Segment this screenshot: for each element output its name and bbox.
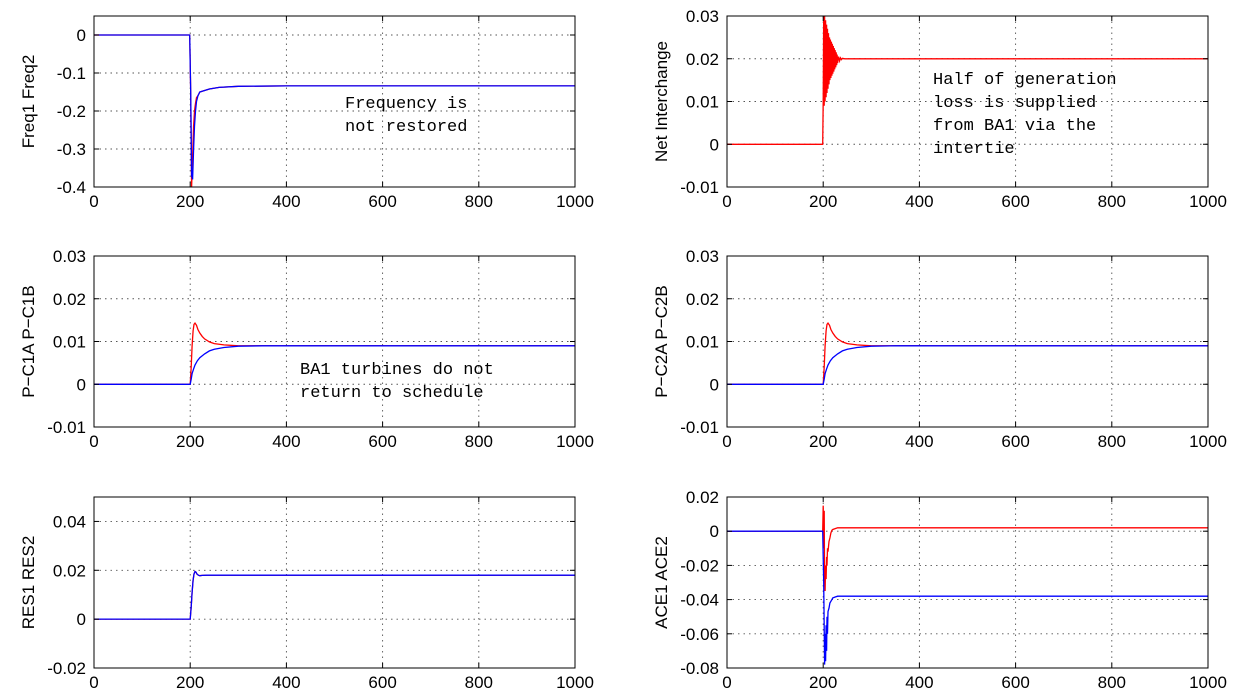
x-tick-label: 400 [905,432,933,451]
x-tick-label: 1000 [1189,673,1227,692]
y-tick-label: -0.01 [680,418,719,437]
series-line-2 [94,570,575,620]
x-tick-label: 200 [176,432,204,451]
y-tick-label: 0.03 [53,247,86,266]
x-tick-label: 200 [809,192,837,211]
series-line-2 [94,34,575,180]
x-tick-label: 0 [89,192,98,211]
x-tick-label: 600 [368,673,396,692]
x-tick-label: 800 [1098,192,1126,211]
x-tick-label: 0 [722,432,731,451]
x-tick-label: 0 [89,673,98,692]
y-tick-label: -0.01 [680,178,719,197]
y-tick-label: -0.08 [680,659,719,678]
axes-frame [93,496,576,669]
x-tick-label: 200 [176,192,204,211]
x-tick-label: 1000 [1189,192,1227,211]
x-tick-label: 800 [1098,673,1126,692]
x-tick-label: 400 [905,673,933,692]
x-tick-label: 400 [272,432,300,451]
x-tick-label: 400 [272,673,300,692]
x-tick-label: 0 [722,192,731,211]
series-line-1 [727,321,1208,385]
annotation-line: intertie [933,140,1015,159]
y-tick-label: -0.2 [57,102,86,121]
subplot-3: 0 200 400 600 800 1000-0.0100.010.020.03P−C1A… [19,247,594,451]
y-axis-label: P−C1A P−C1B [19,285,38,397]
x-tick-label: 600 [368,432,396,451]
y-tick-label: 0 [77,26,86,45]
y-tick-label: 0.02 [686,290,719,309]
annotation-line: from BA1 via the [933,117,1096,136]
y-tick-label: 0.01 [686,93,719,112]
x-tick-label: 800 [465,192,493,211]
x-tick-label: 1000 [556,432,594,451]
y-tick-label: -0.01 [47,418,86,437]
y-tick-label: 0.03 [686,247,719,266]
annotation-line: Half of generation [933,71,1117,90]
annotation-line: loss is supplied [933,94,1096,113]
x-tick-label: 600 [1001,192,1029,211]
y-tick-label: 0 [710,522,719,541]
y-tick-label: -0.02 [680,556,719,575]
x-tick-label: 0 [722,673,731,692]
x-tick-label: 400 [272,192,300,211]
y-tick-label: 0.01 [686,333,719,352]
y-axis-label: Net Interchange [652,41,671,162]
axes-frame [726,496,1209,669]
annotation-line: Frequency is [345,95,467,114]
y-tick-label: 0.02 [686,488,719,507]
x-tick-label: 600 [368,192,396,211]
annotation-line: not restored [345,118,467,137]
series-line-2 [94,345,575,385]
subplot-1: 0 200 400 600 800 1000 -0.4 -0.3 -0.2 -0.1 0 Freq1 … [19,15,594,211]
x-tick-label: 200 [809,673,837,692]
y-tick-label: 0.02 [53,290,86,309]
subplot-4: 0 200 400 600 800 1000-0.0100.010.020.03P−C2A… [652,247,1227,451]
x-tick-label: 600 [1001,673,1029,692]
y-tick-label: 0.02 [53,561,86,580]
x-tick-label: 800 [465,432,493,451]
y-tick-label: -0.1 [57,64,86,83]
y-axis-label: P−C2A P−C2B [652,285,671,397]
y-tick-label: 0.04 [53,512,86,531]
x-tick-label: 800 [1098,432,1126,451]
x-tick-label: 0 [89,432,98,451]
x-tick-label: 800 [465,673,493,692]
y-tick-label: -0.3 [57,140,86,159]
y-tick-label: 0 [77,375,86,394]
y-tick-label: -0.02 [47,659,86,678]
y-axis-label: Freq1 Freq2 [19,55,38,149]
y-tick-label: 0.02 [686,50,719,69]
axes-frame [93,15,576,188]
subplot-6: 0 200 400 600 800 1000 -0.08 -0.06 -0.04 -0.02 0 0.… [652,488,1227,692]
y-tick-label: 0 [77,610,86,629]
x-tick-label: 200 [176,673,204,692]
annotation-line: BA1 turbines do not [300,361,494,380]
y-tick-label: -0.06 [680,625,719,644]
x-tick-label: 1000 [556,673,594,692]
series-line-1 [727,505,1208,592]
x-tick-label: 1000 [556,192,594,211]
y-axis-label: RES1 RES2 [19,536,38,630]
x-tick-label: 1000 [1189,432,1227,451]
series-line-1 [727,16,1208,145]
x-tick-label: 600 [1001,432,1029,451]
y-tick-label: -0.04 [680,591,719,610]
series-line-1 [94,570,575,620]
y-tick-label: 0.01 [53,333,86,352]
y-tick-label: 0 [710,135,719,154]
annotation-line: return to schedule [300,384,484,403]
y-tick-label: 0.03 [686,7,719,26]
series-line-2 [727,345,1208,385]
y-axis-label: ACE1 ACE2 [652,536,671,629]
y-tick-label: 0 [710,375,719,394]
series-line-2 [727,530,1208,665]
x-tick-label: 200 [809,432,837,451]
x-tick-label: 400 [905,192,933,211]
y-tick-label: -0.4 [57,178,86,197]
